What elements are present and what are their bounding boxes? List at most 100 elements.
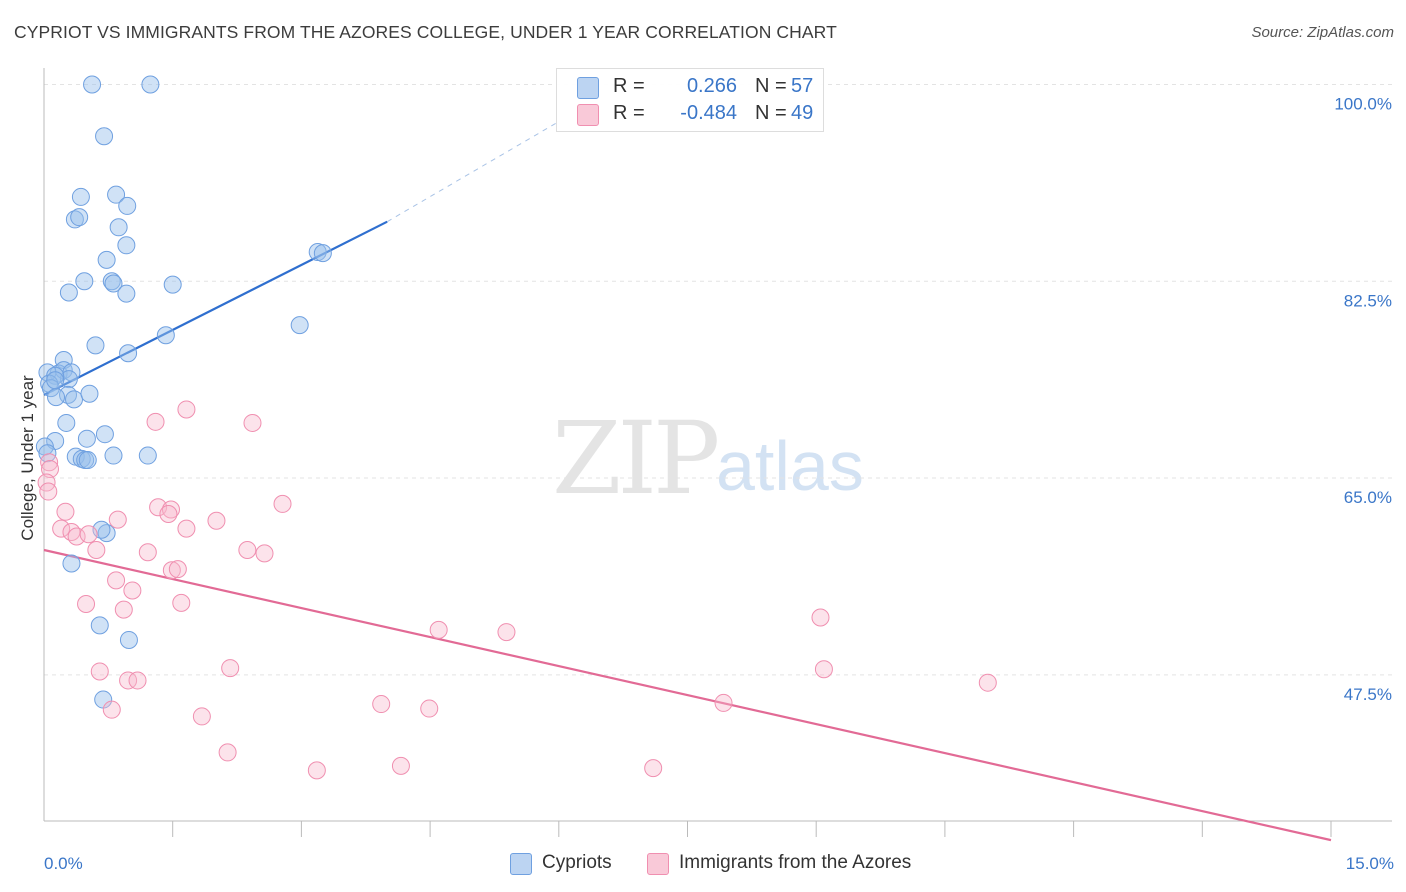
azores-point	[108, 510, 127, 529]
cypriot-point	[71, 187, 90, 206]
legend-swatch-azores	[647, 853, 669, 875]
stats-legend: R = 0.266 N = 57 R = -0.484 N = 49	[556, 68, 824, 132]
azores-point	[192, 707, 211, 726]
legend-r-value: -0.484	[680, 102, 737, 124]
azores-point	[714, 693, 733, 712]
cypriot-point	[313, 244, 332, 263]
watermark-atlas: atlas	[716, 427, 864, 505]
cypriot-trend-extension	[386, 121, 560, 223]
cypriot-point	[65, 390, 84, 409]
legend-n-label: N =	[755, 75, 787, 97]
cypriot-point	[119, 344, 138, 363]
cypriot-point	[163, 275, 182, 294]
y-tick-label: 82.5%	[1344, 291, 1392, 310]
azores-point	[177, 519, 196, 538]
azores-point	[978, 673, 997, 692]
azores-point	[102, 700, 121, 719]
azores-point	[243, 413, 262, 432]
cypriot-point	[59, 283, 78, 302]
cypriot-point	[97, 524, 116, 543]
azores-point	[128, 671, 147, 690]
cypriot-point	[86, 336, 105, 355]
azores-point	[497, 623, 516, 642]
cypriot-point	[104, 446, 123, 465]
azores-point	[168, 560, 187, 579]
data-points	[35, 75, 997, 780]
cypriot-point	[75, 272, 94, 291]
azores-point	[40, 453, 59, 472]
azores-point	[420, 699, 439, 718]
cypriot-point	[57, 413, 76, 432]
legend-label-azores: Immigrants from the Azores	[679, 852, 912, 873]
azores-point	[138, 543, 157, 562]
legend-swatch-cypriots	[577, 77, 599, 99]
azores-point	[814, 660, 833, 679]
azores-point	[307, 761, 326, 780]
y-tick-label: 100.0%	[1334, 94, 1392, 113]
azores-point	[372, 695, 391, 714]
azores-point	[811, 608, 830, 627]
cypriot-point	[59, 370, 78, 389]
azores-point	[238, 541, 257, 560]
cypriot-point	[90, 616, 109, 635]
azores-point	[77, 594, 96, 613]
tick-labels: 47.5% 65.0% 82.5% 100.0% 0.0% 15.0%	[44, 94, 1394, 873]
azores-point	[218, 743, 237, 762]
azores-point	[39, 482, 58, 501]
legend-r-label: R =	[613, 102, 645, 124]
azores-point	[146, 412, 165, 431]
azores-point	[79, 525, 98, 544]
x-tick-label: 15.0%	[1346, 854, 1394, 873]
azores-point	[221, 659, 240, 678]
azores-point	[90, 662, 109, 681]
azores-point	[159, 505, 178, 524]
y-tick-label: 47.5%	[1344, 685, 1392, 704]
azores-point	[172, 593, 191, 612]
cypriot-point	[104, 274, 123, 293]
cypriot-point	[290, 316, 309, 335]
cypriot-point	[80, 384, 99, 403]
azores-point	[273, 494, 292, 513]
trend-lines	[43, 121, 1332, 842]
cypriot-point	[47, 388, 66, 407]
y-axis-label: College, Under 1 year	[18, 375, 37, 541]
cypriot-point	[117, 236, 136, 255]
azores-point	[56, 502, 75, 521]
watermark-zip: ZIP	[552, 400, 720, 517]
cypriot-point	[117, 284, 136, 303]
azores-point	[119, 671, 138, 690]
legend-swatch-cypriots	[510, 853, 532, 875]
legend-n-value: 49	[791, 102, 814, 124]
axes	[43, 68, 1392, 837]
cypriot-point	[118, 196, 137, 215]
azores-point	[644, 759, 663, 778]
cypriot-point	[156, 326, 175, 345]
azores-point	[391, 756, 410, 775]
azores-point	[177, 400, 196, 419]
cypriot-point	[38, 444, 57, 463]
cypriot-point	[70, 208, 89, 227]
cypriot-point	[119, 630, 138, 649]
y-axis-label-wrap: College, Under 1 year	[0, 0, 56, 892]
chart-title: CYPRIOT VS IMMIGRANTS FROM THE AZORES CO…	[14, 22, 837, 42]
azores-point	[123, 581, 142, 600]
cypriot-trend-line	[43, 220, 388, 396]
azores-point	[114, 600, 133, 619]
azores-point	[429, 620, 448, 639]
azores-point	[162, 561, 181, 580]
azores-trend-line	[43, 548, 1332, 842]
cypriot-point	[77, 429, 96, 448]
azores-point	[255, 544, 274, 563]
azores-point	[207, 511, 226, 530]
legend-label-cypriots: Cypriots	[542, 852, 612, 873]
azores-point	[107, 571, 126, 590]
series-legend: Cypriots Immigrants from the Azores	[0, 852, 1406, 878]
azores-point	[37, 473, 56, 492]
legend-swatch-azores	[577, 104, 599, 126]
azores-point	[41, 460, 60, 479]
cypriot-point	[97, 250, 116, 269]
gridlines	[44, 83, 1392, 676]
y-tick-label: 65.0%	[1344, 488, 1392, 507]
cypriot-point	[109, 218, 128, 237]
